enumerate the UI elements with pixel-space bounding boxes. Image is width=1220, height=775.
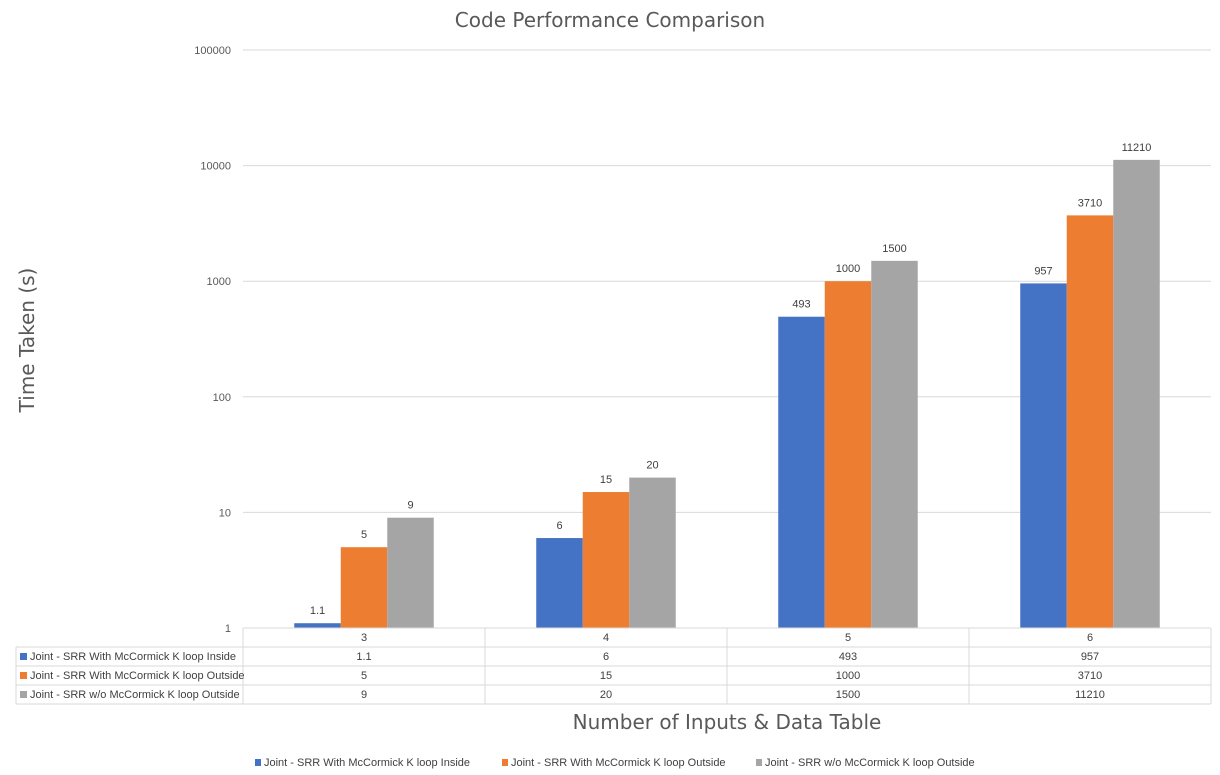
table-row-header: Joint - SRR With McCormick K loop Outsid… <box>30 670 245 682</box>
y-tick-label: 100000 <box>194 45 231 57</box>
data-label: 5 <box>361 529 367 541</box>
legend-key <box>20 691 27 698</box>
table-cell: 6 <box>603 651 609 663</box>
x-tick-label: 5 <box>845 632 851 644</box>
data-table: 3 4 5 6 Joint - SRR With McCormick K loop In… <box>15 627 1212 705</box>
table-cell: 493 <box>839 651 857 663</box>
data-label: 15 <box>600 474 612 486</box>
x-tick-label: 6 <box>1087 632 1093 644</box>
bar <box>871 260 918 628</box>
bar <box>824 281 872 628</box>
legend: Joint - SRR With McCormick K loop Inside… <box>255 757 975 769</box>
y-tick-label: 1000 <box>207 276 231 288</box>
y-axis-ticks: 1 10 100 1000 10000 100000 <box>194 45 231 635</box>
table-cell: 957 <box>1081 651 1099 663</box>
bar <box>1113 159 1160 628</box>
bar <box>582 492 630 628</box>
legend-key <box>20 672 27 679</box>
data-label: 1.1 <box>310 605 325 617</box>
bar <box>629 477 676 628</box>
bar <box>340 547 388 628</box>
table-row-header: Joint - SRR w/o McCormick K loop Outside <box>30 689 240 701</box>
bar <box>294 623 341 628</box>
y-tick-label: 100 <box>213 392 231 404</box>
table-cell: 3710 <box>1078 670 1102 682</box>
legend-label: Joint - SRR w/o McCormick K loop Outside <box>765 757 975 769</box>
legend-key <box>502 759 508 766</box>
data-label: 6 <box>556 520 562 532</box>
table-cell: 1500 <box>836 689 860 701</box>
data-labels: 1.1 5 9 6 15 20 493 1000 1500 957 3710 11210 <box>310 142 1152 617</box>
data-label: 493 <box>792 299 810 311</box>
data-label: 9 <box>407 500 413 512</box>
table-cell: 15 <box>600 670 612 682</box>
bar <box>536 538 583 628</box>
y-tick-label: 10000 <box>200 161 231 173</box>
x-axis-title: Number of Inputs & Data Table <box>573 710 882 734</box>
data-label: 957 <box>1034 265 1052 277</box>
legend-key <box>255 759 261 766</box>
data-label: 3710 <box>1078 197 1102 209</box>
legend-key <box>756 759 762 766</box>
bar <box>778 316 825 628</box>
table-cell: 1000 <box>836 670 860 682</box>
data-label: 20 <box>646 460 658 472</box>
table-cell: 1.1 <box>356 651 371 663</box>
y-tick-label: 10 <box>219 507 231 519</box>
x-tick-label: 4 <box>603 632 609 644</box>
bar <box>387 517 434 628</box>
legend-label: Joint - SRR With McCormick K loop Inside <box>264 757 470 769</box>
bars <box>294 159 1160 628</box>
data-label: 1500 <box>882 243 906 255</box>
chart-title: Code Performance Comparison <box>455 8 765 32</box>
data-label: 1000 <box>836 263 860 275</box>
table-cell: 20 <box>600 689 612 701</box>
table-cell: 11210 <box>1075 689 1105 701</box>
table-cell: 5 <box>361 670 367 682</box>
table-row-header: Joint - SRR With McCormick K loop Inside <box>30 651 236 663</box>
bar <box>1066 215 1114 628</box>
y-tick-label: 1 <box>225 623 231 635</box>
x-tick-label: 3 <box>361 632 367 644</box>
y-axis-title: Time Taken (s) <box>15 268 39 414</box>
legend-label: Joint - SRR With McCormick K loop Outsid… <box>511 757 726 769</box>
bar <box>1020 283 1067 628</box>
data-label: 11210 <box>1122 142 1152 154</box>
legend-key <box>20 653 27 660</box>
table-cell: 9 <box>361 689 367 701</box>
